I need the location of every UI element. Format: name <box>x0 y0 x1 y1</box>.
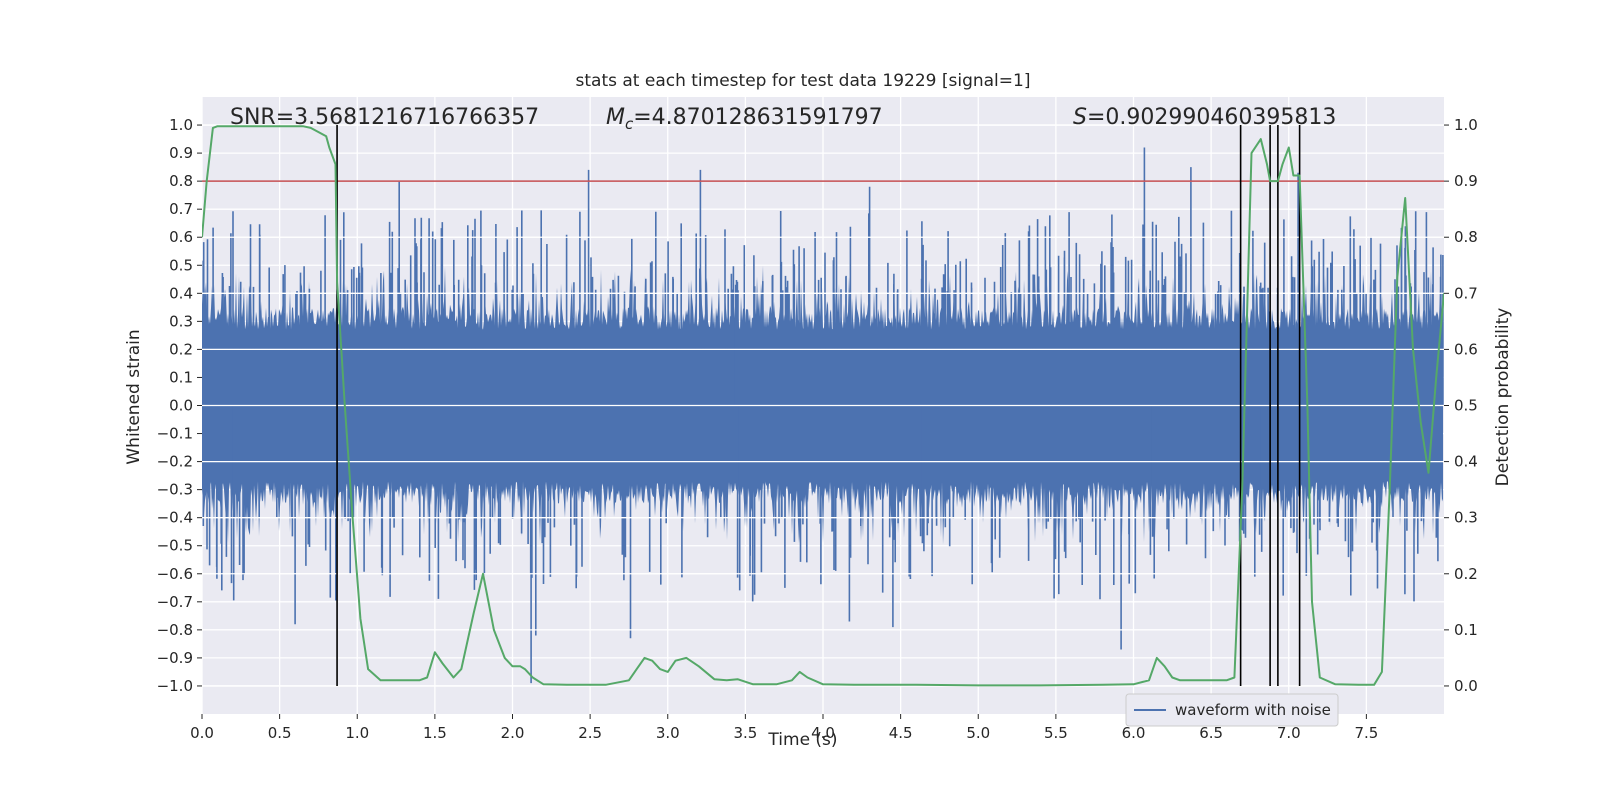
y-left-tick-label: −0.4 <box>157 509 193 527</box>
mc-subscript: c <box>625 115 634 133</box>
left-y-axis-label: Whitened strain <box>124 329 144 464</box>
left-y-axis-ticks: 1.0 0.9 0.8 0.7 0.6 0.5 0.4 0.3 0.2 0.1 0.0 −0.1 −0.… <box>157 116 202 695</box>
mc-annotation: Mc=4.870128631591797 <box>606 105 883 133</box>
y-left-tick-label: 0.8 <box>169 172 193 190</box>
y-left-tick-label: 0.3 <box>169 312 193 330</box>
x-tick-label: 7.5 <box>1354 724 1378 742</box>
x-tick-label: 3.0 <box>656 724 680 742</box>
detection-probability-line <box>202 125 1444 687</box>
y-right-tick-label: 0.6 <box>1454 340 1478 358</box>
y-left-tick-label: 0.2 <box>169 340 193 358</box>
y-left-tick-label: −1.0 <box>157 677 193 695</box>
s-value: =0.902990460395813 <box>1087 105 1336 130</box>
x-tick-label: 6.5 <box>1199 724 1223 742</box>
x-tick-label: 0.0 <box>190 724 214 742</box>
y-left-tick-label: −0.5 <box>157 537 193 555</box>
x-tick-label: 6.0 <box>1122 724 1146 742</box>
y-right-tick-label: 0.5 <box>1454 397 1478 415</box>
y-left-tick-label: −0.3 <box>157 481 193 499</box>
y-right-tick-label: 0.2 <box>1454 565 1478 583</box>
chart-title: stats at each timestep for test data 192… <box>576 71 1031 91</box>
x-tick-label: 5.5 <box>1044 724 1068 742</box>
y-right-tick-label: 0.1 <box>1454 621 1478 639</box>
legend: waveform with noise <box>1125 693 1339 727</box>
legend-label-waveform: waveform with noise <box>1175 701 1331 719</box>
right-y-axis-label: Detection probability <box>1493 308 1513 487</box>
y-left-tick-label: 0.4 <box>169 284 193 302</box>
y-right-tick-label: 0.8 <box>1454 228 1478 246</box>
s-symbol: S <box>1073 105 1087 130</box>
y-right-tick-label: 0.9 <box>1454 172 1478 190</box>
y-right-tick-label: 0.4 <box>1454 453 1478 471</box>
x-tick-label: 3.5 <box>733 724 757 742</box>
snr-annotation: SNR=3.5681216716766357 <box>230 105 539 130</box>
mc-value: =4.870128631591797 <box>633 105 882 130</box>
y-left-tick-label: −0.9 <box>157 649 193 667</box>
s-annotation: S=0.902990460395813 <box>1073 105 1336 130</box>
mc-symbol: M <box>606 105 625 130</box>
x-tick-label: 2.5 <box>578 724 602 742</box>
x-axis-ticks: 0.0 0.5 1.0 1.5 2.0 2.5 3.0 3.5 4.0 4.5 5.0 5.5 6.0 6… <box>190 714 1378 742</box>
x-tick-label: 2.0 <box>501 724 525 742</box>
y-left-tick-label: 1.0 <box>169 116 193 134</box>
x-tick-label: 1.0 <box>345 724 369 742</box>
y-left-tick-label: 0.0 <box>169 397 193 415</box>
x-tick-label: 4.5 <box>889 724 913 742</box>
x-tick-label: 0.5 <box>268 724 292 742</box>
plot-area <box>201 97 1444 714</box>
x-tick-label: 1.5 <box>423 724 447 742</box>
waveform-spikes <box>202 147 1444 684</box>
y-left-tick-label: −0.7 <box>157 593 193 611</box>
x-tick-label: 4.0 <box>811 724 835 742</box>
y-left-tick-label: −0.6 <box>157 565 193 583</box>
y-right-tick-label: 1.0 <box>1454 116 1478 134</box>
y-left-tick-label: −0.8 <box>157 621 193 639</box>
y-right-tick-label: 0.3 <box>1454 509 1478 527</box>
y-left-tick-label: −0.1 <box>157 425 193 443</box>
y-right-tick-label: 0.0 <box>1454 677 1478 695</box>
x-tick-label: 7.0 <box>1277 724 1301 742</box>
legend-box <box>1125 693 1339 727</box>
x-tick-label: 5.0 <box>966 724 990 742</box>
y-left-tick-label: 0.6 <box>169 228 193 246</box>
y-right-tick-label: 0.7 <box>1454 284 1478 302</box>
y-left-tick-label: 0.7 <box>169 200 193 218</box>
y-left-tick-label: 0.9 <box>169 144 193 162</box>
x-axis-label: Time (s) <box>767 730 837 750</box>
y-left-tick-label: 0.1 <box>169 368 193 386</box>
y-left-tick-label: −0.2 <box>157 453 193 471</box>
right-y-axis-ticks: 1.0 0.9 0.8 0.7 0.6 0.5 0.4 0.3 0.2 0.1 0.0 <box>1444 116 1478 695</box>
y-left-tick-label: 0.5 <box>169 256 193 274</box>
